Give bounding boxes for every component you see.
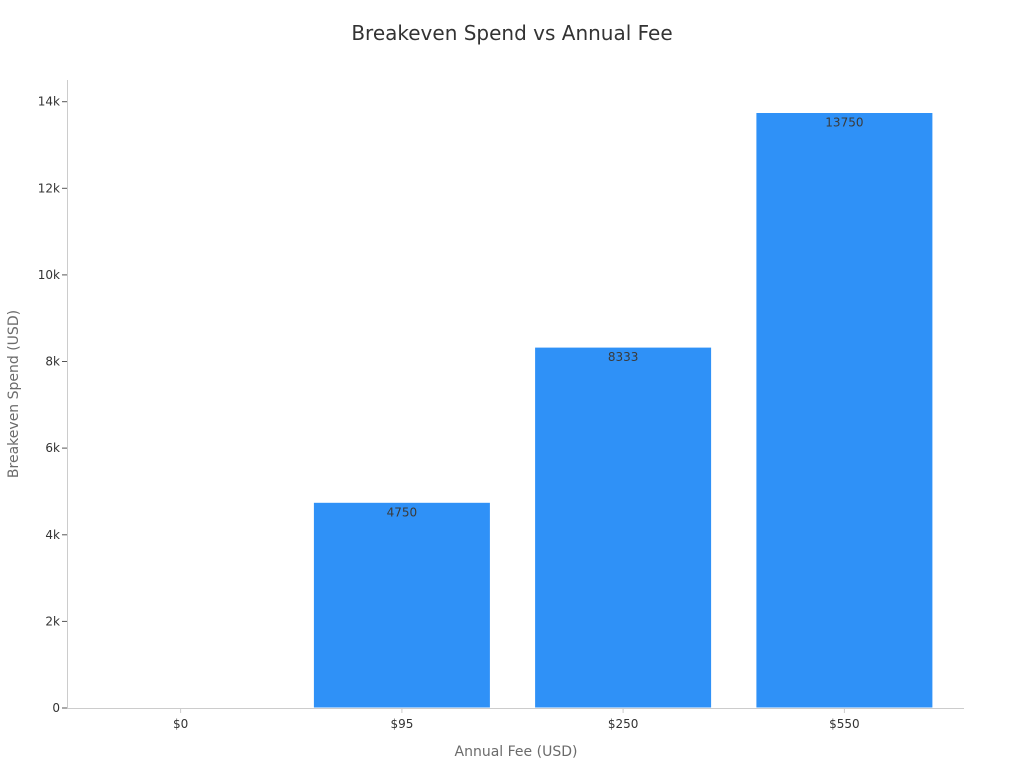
bars-group: [312, 112, 934, 709]
y-tick-label-4: 8k: [45, 355, 60, 369]
y-tick-label-6: 12k: [38, 181, 60, 195]
y-ticks-group: 0 2k 4k 6k 8k 10k 12k 14k: [38, 95, 67, 715]
data-labels-group: 4750 8333 13750: [387, 116, 864, 520]
x-tick-label-0: $0: [173, 717, 188, 731]
x-axis-title: Annual Fee (USD): [455, 744, 578, 760]
data-label-3: 13750: [825, 116, 863, 130]
x-tick-label-1: $95: [390, 717, 413, 731]
y-tick-label-2: 4k: [45, 528, 60, 542]
y-tick-label-0: 0: [52, 701, 60, 715]
data-label-1: 4750: [387, 505, 418, 519]
y-tick-label-7: 14k: [38, 95, 60, 109]
y-axis-title: Breakeven Spend (USD): [6, 310, 22, 478]
x-tick-label-3: $550: [829, 717, 860, 731]
chart-title: Breakeven Spend vs Annual Fee: [351, 21, 672, 45]
bar-2: [534, 346, 713, 709]
bar-3: [755, 112, 934, 709]
y-tick-label-1: 2k: [45, 614, 60, 628]
y-tick-label-3: 6k: [45, 441, 60, 455]
y-tick-label-5: 10k: [38, 268, 60, 282]
bar-1: [312, 501, 491, 709]
x-tick-label-2: $250: [608, 717, 639, 731]
x-ticks-group: $0 $95 $250 $550: [173, 708, 860, 731]
data-label-2: 8333: [608, 350, 639, 364]
